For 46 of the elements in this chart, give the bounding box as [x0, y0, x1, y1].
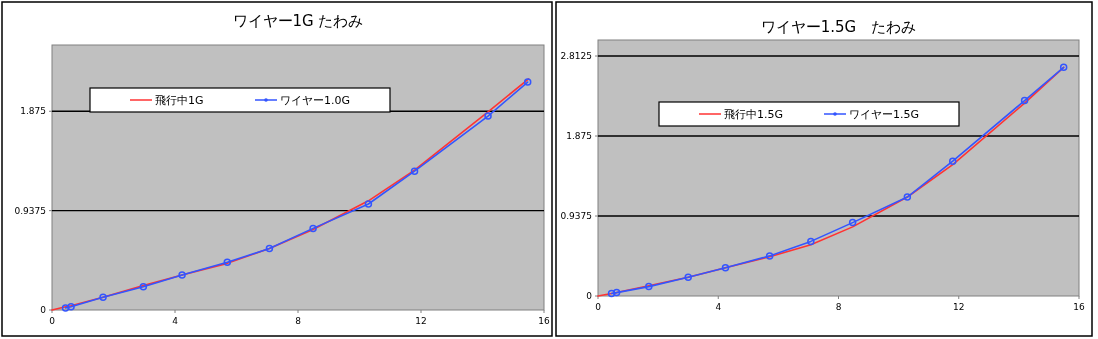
- chart-title: ワイヤー1G たわみ: [232, 12, 364, 30]
- point: [765, 252, 774, 260]
- x-tick-label: 4: [715, 302, 722, 312]
- y-tick-label: 2.8125: [560, 51, 592, 61]
- x-tick-label: 8: [295, 316, 302, 326]
- point: [607, 289, 616, 298]
- x-tick-label: 0: [49, 316, 56, 326]
- point: [223, 258, 232, 267]
- point: [645, 282, 653, 291]
- point: [67, 303, 75, 311]
- x-tick-label: 0: [595, 302, 602, 312]
- legend-label: 飛行中1.5G: [724, 108, 784, 121]
- x-tick-label: 4: [172, 316, 179, 326]
- point: [948, 157, 957, 165]
- y-tick-label: 0: [586, 291, 593, 301]
- point: [364, 200, 373, 208]
- point: [309, 224, 317, 233]
- legend-label: ワイヤー1.0G: [280, 94, 351, 107]
- x-tick-label: 8: [835, 302, 842, 312]
- point: [903, 193, 912, 201]
- point: [139, 282, 148, 291]
- point: [523, 78, 532, 86]
- point: [848, 218, 857, 227]
- point: [807, 237, 815, 246]
- point: [265, 244, 274, 253]
- x-tick-label: 12: [953, 302, 965, 312]
- point: [99, 293, 107, 302]
- y-tick-label: 0.9375: [14, 205, 46, 216]
- point: [684, 273, 692, 281]
- point: [721, 264, 730, 272]
- legend-label: 飛行中1G: [155, 94, 204, 107]
- y-tick-label: 1.875: [566, 131, 592, 141]
- point: [410, 167, 419, 175]
- point: [484, 112, 492, 120]
- x-tick-label: 16: [538, 316, 550, 326]
- point: [178, 271, 186, 279]
- point: [1020, 96, 1029, 105]
- x-tick-label: 12: [415, 316, 427, 326]
- y-tick-label: 0.9375: [560, 211, 592, 221]
- point: [612, 288, 621, 297]
- point: [1059, 63, 1068, 72]
- legend-label: ワイヤー1.5G: [849, 108, 920, 121]
- y-tick-label: 1.875: [20, 106, 46, 117]
- point: [61, 304, 70, 312]
- x-tick-label: 16: [1073, 302, 1085, 312]
- chart-title: ワイヤー1.5G たわみ: [760, 18, 917, 36]
